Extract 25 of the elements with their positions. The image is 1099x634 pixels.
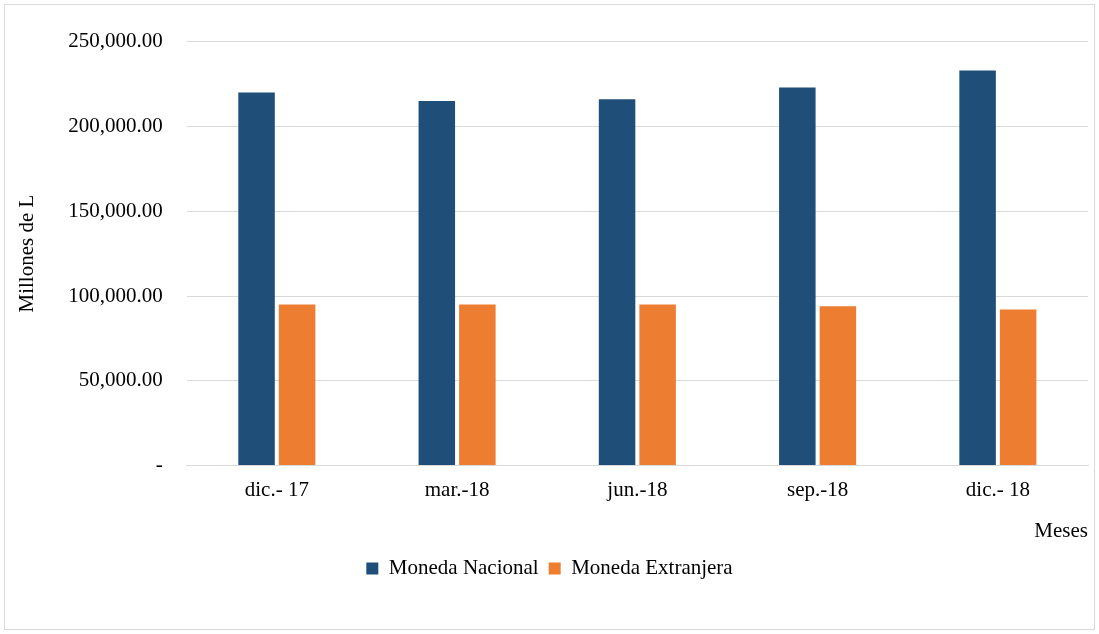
bar (999, 309, 1037, 466)
y-tick-label: 150,000.00 (68, 197, 163, 222)
x-axis-title: Meses (1034, 517, 1088, 542)
x-tick-label: mar.-18 (424, 476, 490, 501)
y-tick-label: - (155, 452, 163, 477)
bar (959, 70, 996, 466)
y-tick-label: 100,000.00 (68, 282, 163, 307)
bar (238, 92, 275, 466)
x-tick-label: jun.-18 (606, 476, 668, 501)
bar (598, 99, 636, 466)
y-axis-title: Millones de L (14, 194, 39, 313)
x-tick-label: sep.-18 (786, 476, 849, 501)
bar (819, 306, 857, 466)
legend-label: Moneda Nacional (388, 555, 539, 580)
y-tick-label: 50,000.00 (78, 367, 163, 392)
y-tick-label: 250,000.00 (68, 28, 163, 53)
bar (639, 304, 676, 466)
bar (278, 304, 316, 466)
legend-label: Moneda Extranjera (571, 555, 734, 580)
bar (779, 87, 816, 466)
bar (418, 100, 456, 466)
y-tick-label: 200,000.00 (68, 112, 163, 137)
bar (459, 304, 496, 466)
x-tick-label: dic.- 18 (965, 476, 1030, 501)
x-tick-label: dic.- 17 (244, 476, 309, 501)
